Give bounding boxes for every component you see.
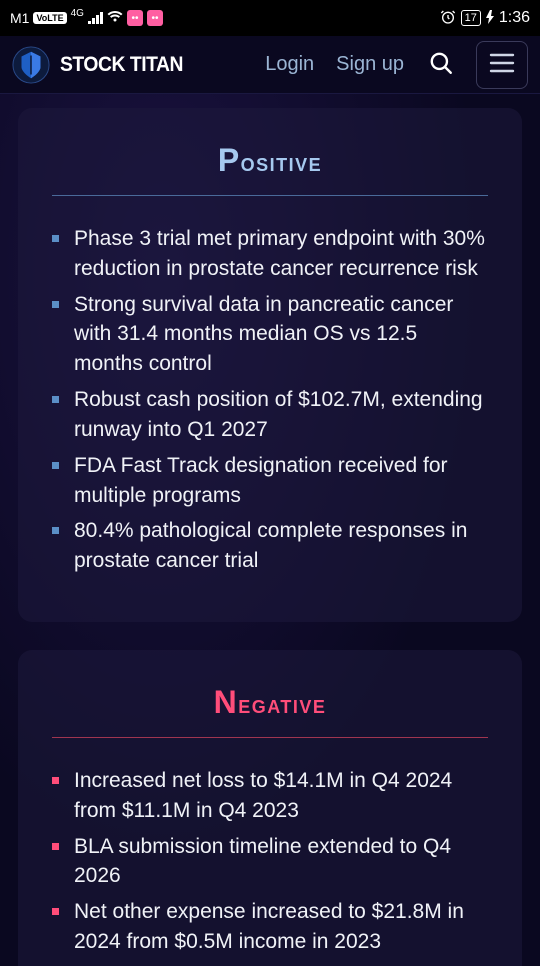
list-item: Net other expense increased to $21.8M in…: [52, 897, 488, 957]
alarm-icon: [440, 9, 456, 28]
network-type: 4G: [71, 8, 84, 19]
negative-list: Increased net loss to $14.1M in Q4 2024 …: [52, 766, 488, 957]
status-right: 17 1:36: [440, 9, 530, 28]
brand-logo-icon[interactable]: [12, 46, 50, 84]
app-notif-icon-2: ••: [147, 10, 163, 26]
charging-icon: [486, 10, 494, 27]
clock-time: 1:36: [499, 9, 530, 27]
negative-card: Negative Increased net loss to $14.1M in…: [18, 650, 522, 966]
login-link[interactable]: Login: [265, 53, 314, 76]
volte-badge: VoLTE: [33, 12, 66, 24]
app-header: STOCK TITAN Login Sign up: [0, 36, 540, 94]
list-item: Phase 3 trial met primary endpoint with …: [52, 224, 488, 284]
list-item: Robust cash position of $102.7M, extendi…: [52, 385, 488, 445]
positive-card: Positive Phase 3 trial met primary endpo…: [18, 108, 522, 622]
app-notif-icon-1: ••: [127, 10, 143, 26]
positive-title: Positive: [52, 142, 488, 179]
menu-button[interactable]: [476, 41, 528, 89]
status-left: M1 VoLTE 4G •• ••: [10, 10, 163, 26]
list-item: Strong survival data in pancreatic cance…: [52, 290, 488, 379]
list-item: Increased net loss to $14.1M in Q4 2024 …: [52, 766, 488, 826]
hamburger-icon: [489, 53, 515, 76]
wifi-icon: [107, 10, 123, 26]
signal-icon: [88, 12, 103, 24]
search-icon: [428, 50, 454, 79]
search-button[interactable]: [422, 44, 460, 85]
content-scroll[interactable]: Positive Phase 3 trial met primary endpo…: [0, 94, 540, 966]
list-item: 80.4% pathological complete responses in…: [52, 516, 488, 576]
signup-link[interactable]: Sign up: [336, 53, 404, 76]
positive-divider: [52, 195, 488, 196]
list-item: BLA submission timeline extended to Q4 2…: [52, 832, 488, 892]
carrier-label: M1: [10, 10, 29, 26]
positive-list: Phase 3 trial met primary endpoint with …: [52, 224, 488, 576]
status-bar: M1 VoLTE 4G •• •• 17 1:36: [0, 0, 540, 36]
negative-title: Negative: [52, 684, 488, 721]
battery-level: 17: [461, 10, 481, 26]
list-item: FDA Fast Track designation received for …: [52, 451, 488, 511]
brand-name[interactable]: STOCK TITAN: [60, 53, 240, 77]
negative-divider: [52, 737, 488, 738]
